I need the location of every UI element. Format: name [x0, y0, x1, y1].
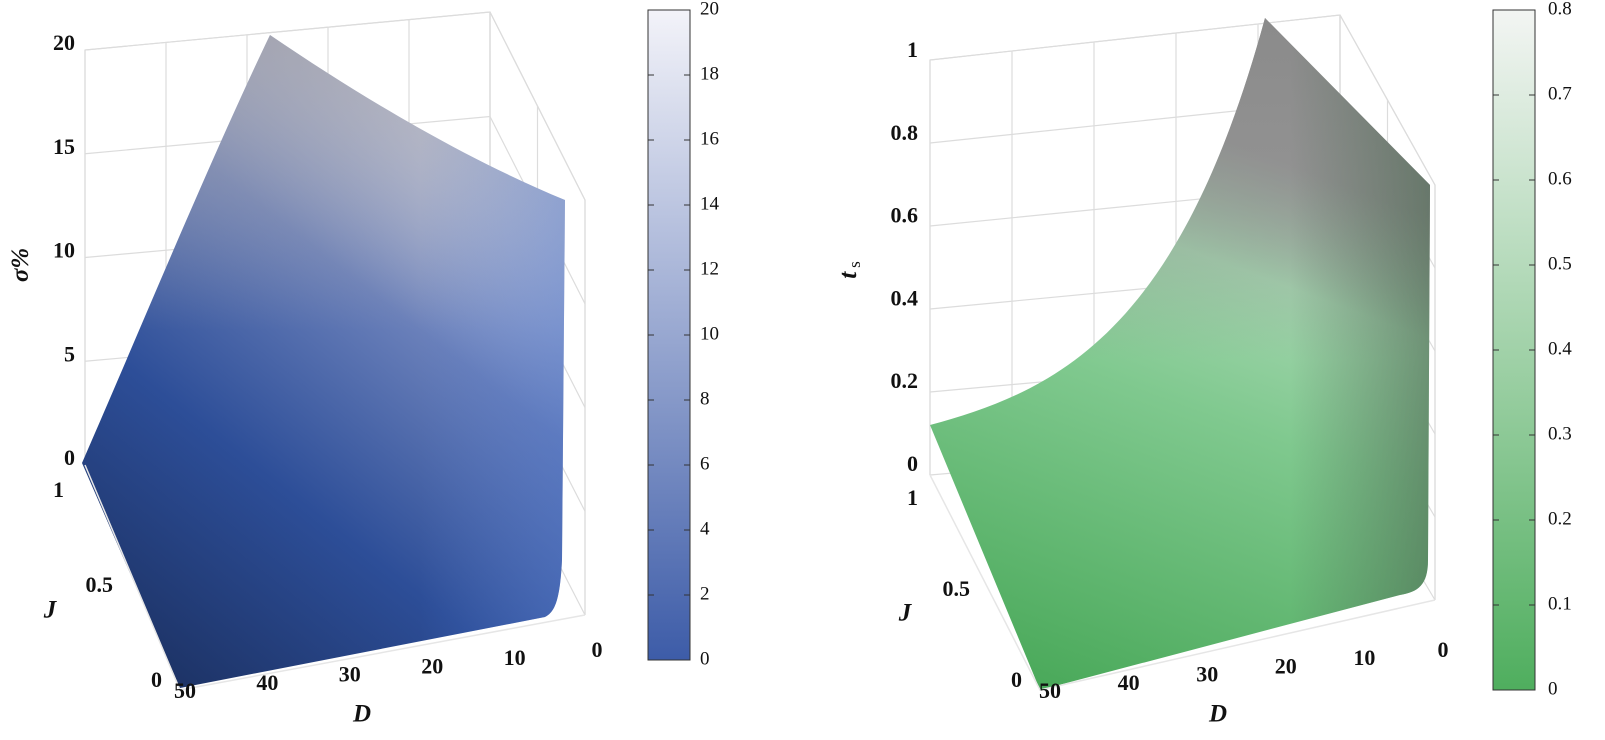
y-tick-label: 0.5: [86, 572, 114, 597]
z-axis-label-text: t: [835, 271, 862, 279]
y-tick-label: 1: [907, 485, 918, 510]
colorbar-tick-label: 0.7: [1548, 83, 1572, 104]
x-tick-label: 10: [504, 645, 526, 670]
x-tick-label: 20: [1275, 653, 1297, 678]
x-tick-label: 20: [421, 653, 443, 678]
colorbar-tick-label: 4: [700, 518, 710, 539]
colorbar-tick-label: 6: [700, 453, 710, 474]
colorbar: [647, 9, 691, 661]
z-tick-label: 0: [907, 451, 918, 476]
x-tick-label: 50: [1039, 678, 1061, 703]
z-tick-label: 0: [64, 445, 75, 470]
x-tick-label: 50: [174, 678, 196, 703]
z-tick-label: 0.6: [891, 203, 919, 228]
z-axis-label: σ%: [7, 248, 34, 282]
y-axis-label: J: [43, 597, 58, 624]
x-tick-label: 30: [1196, 662, 1218, 687]
x-tick-label: 0: [1438, 637, 1449, 662]
axis-line: [929, 474, 1436, 691]
z-tick-label: 0.8: [891, 120, 919, 145]
colorbar-tick-label: 14: [700, 193, 720, 214]
z-tick-label: 0.4: [891, 285, 919, 310]
colorbar-tick-label: 0.3: [1548, 423, 1572, 444]
colorbar-tick-label: 0.1: [1548, 593, 1572, 614]
colorbar-tick-label: 8: [700, 388, 710, 409]
z-axis-label-subscript: s: [845, 261, 864, 268]
z-tick-label: 15: [53, 134, 75, 159]
colorbar-tick-label: 0.8: [1548, 0, 1572, 19]
colorbar: [1492, 9, 1536, 691]
z-tick-label: 5: [64, 341, 75, 366]
colorbar-tick-label: 12: [700, 258, 719, 279]
colorbar-tick-label: 0: [1548, 678, 1558, 699]
y-tick-label: 1: [53, 477, 64, 502]
z-tick-label: 1: [907, 37, 918, 62]
colorbar-tick-label: 18: [700, 63, 719, 84]
x-tick-label: 30: [339, 662, 361, 687]
colorbar-tick-label: 0.5: [1548, 253, 1572, 274]
z-axis-label-text: σ%: [7, 248, 34, 282]
surfaces: [82, 18, 1430, 690]
z-tick-label: 20: [53, 30, 75, 55]
y-tick-label: 0: [1011, 667, 1022, 692]
colorbar-tick-label: 2: [700, 583, 710, 604]
surface: [930, 18, 1430, 690]
y-axis-label: J: [898, 600, 913, 627]
colorbar-tick-label: 20: [700, 0, 719, 19]
colorbar-tick-label: 0.6: [1548, 168, 1572, 189]
surface: [82, 35, 565, 688]
z-tick-label: 0.2: [891, 368, 919, 393]
colorbar-tick-label: 10: [700, 323, 719, 344]
x-axis-label: D: [1208, 701, 1227, 728]
x-axis-label: D: [352, 701, 371, 728]
x-tick-label: 0: [592, 637, 603, 662]
colorbar-tick-label: 0: [700, 648, 710, 669]
colorbar-tick-label: 16: [700, 128, 719, 149]
y-tick-label: 0: [151, 667, 162, 692]
axis-line: [84, 464, 586, 691]
z-axis-label: ts: [835, 261, 864, 279]
x-tick-label: 10: [1353, 645, 1375, 670]
colorbar-tick-label: 0.4: [1548, 338, 1572, 359]
colorbar-tick-label: 0.2: [1548, 508, 1572, 529]
y-tick-label: 0.5: [943, 576, 971, 601]
z-tick-label: 10: [53, 238, 75, 263]
x-tick-label: 40: [1118, 670, 1140, 695]
x-tick-label: 40: [256, 670, 278, 695]
